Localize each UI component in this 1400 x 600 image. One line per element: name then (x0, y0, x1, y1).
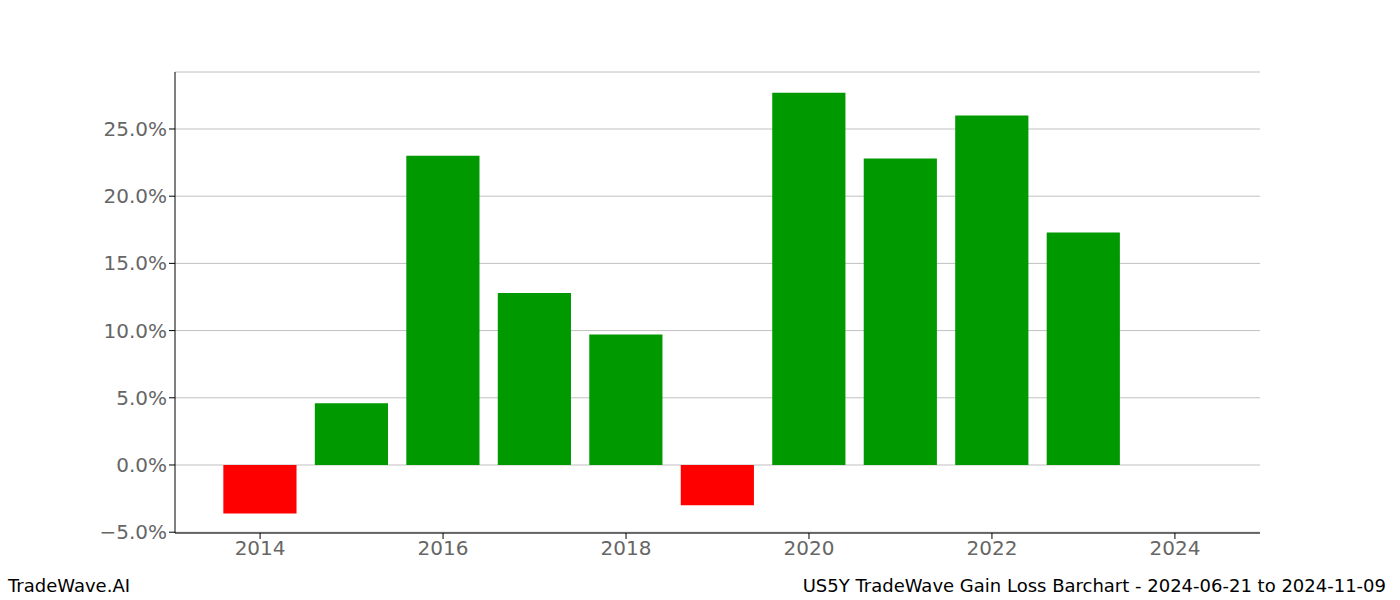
svg-text:2018: 2018 (601, 536, 652, 560)
svg-text:2022: 2022 (966, 536, 1017, 560)
svg-text:20.0%: 20.0% (103, 184, 167, 208)
html-text:TradeWave.AI: TradeWave.AI (8, 575, 130, 596)
svg-text:10.0%: 10.0% (103, 319, 167, 343)
svg-text:15.0%: 15.0% (103, 251, 167, 275)
html-text:US5Y TradeWave Gain Loss Barch: US5Y TradeWave Gain Loss Barchart - 2024… (802, 575, 1386, 596)
svg-text:2020: 2020 (784, 536, 835, 560)
svg-text:5.0%: 5.0% (116, 386, 167, 410)
svg-text:2024: 2024 (1149, 536, 1200, 560)
svg-text:0.0%: 0.0% (116, 453, 167, 477)
svg-text:2014: 2014 (235, 536, 286, 560)
svg-text:2016: 2016 (418, 536, 469, 560)
svg-text:−5.0%: −5.0% (99, 520, 167, 544)
svg-text:25.0%: 25.0% (103, 117, 167, 141)
